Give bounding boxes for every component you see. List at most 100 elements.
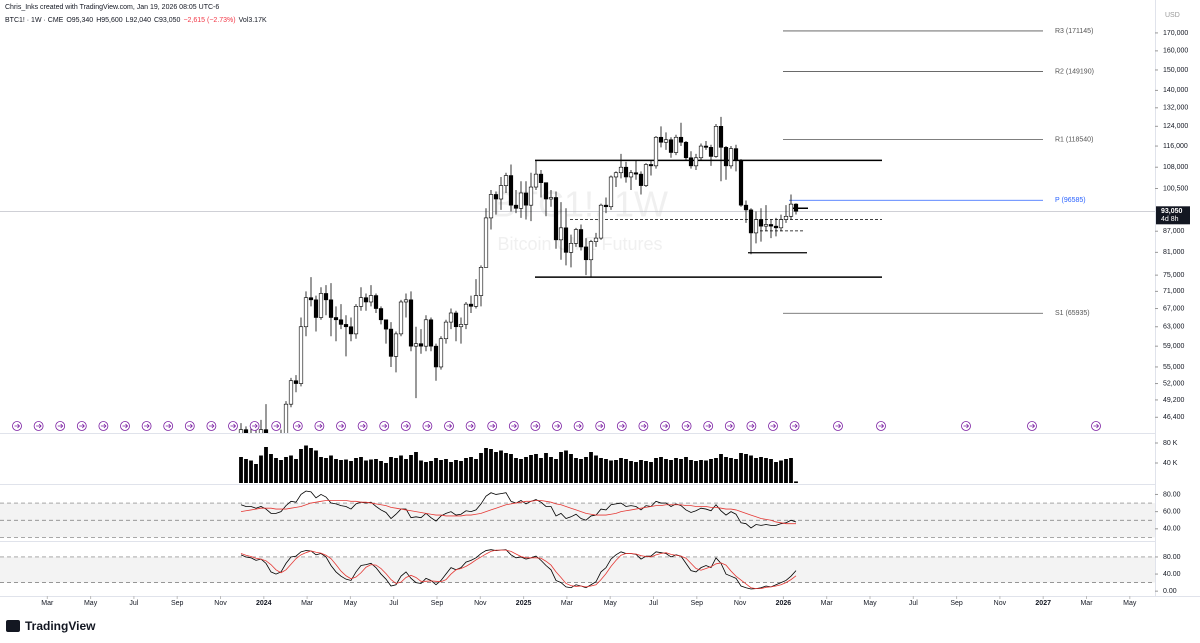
x-tick-label: Nov bbox=[994, 600, 1007, 607]
candle-body bbox=[698, 145, 704, 159]
volume-bar bbox=[749, 455, 753, 483]
x-tick-label: May bbox=[863, 600, 877, 607]
volume-bar bbox=[784, 459, 788, 483]
candle-body bbox=[463, 303, 469, 325]
y-tick-label: 55,000 bbox=[1163, 364, 1185, 371]
candle-body bbox=[543, 182, 549, 200]
candle-body bbox=[274, 443, 278, 447]
candle-body bbox=[663, 139, 669, 143]
event-icon-arrow bbox=[576, 423, 582, 429]
volume-bar bbox=[474, 459, 478, 483]
y-tick-label: 0.00 bbox=[1163, 588, 1177, 595]
candle-body bbox=[733, 148, 739, 161]
candle-body bbox=[269, 436, 273, 446]
event-icon-arrow bbox=[424, 423, 431, 429]
volume-bar bbox=[529, 455, 533, 483]
x-tick-label: May bbox=[84, 600, 98, 607]
volume-bar bbox=[419, 460, 423, 483]
volume-bar bbox=[534, 454, 538, 483]
candle-body bbox=[513, 204, 519, 209]
candle-body bbox=[393, 333, 399, 357]
x-tick-label: May bbox=[604, 600, 618, 607]
candle-body bbox=[753, 219, 759, 234]
candle-body bbox=[388, 328, 394, 357]
candle-body bbox=[688, 157, 694, 167]
candle-body bbox=[408, 299, 414, 347]
volume-bar bbox=[249, 460, 253, 483]
pivot-label: R3 (171145) bbox=[1055, 28, 1093, 35]
legend-item: BTC1! · 1W · CME bbox=[5, 17, 64, 24]
volume-bar bbox=[654, 458, 658, 483]
y-tick-label: 49,200 bbox=[1163, 397, 1185, 404]
y-tick-label: 124,000 bbox=[1163, 123, 1188, 130]
event-icon-arrow bbox=[360, 423, 366, 429]
x-tick-label: Mar bbox=[561, 600, 574, 607]
candle-body bbox=[518, 192, 524, 209]
credit: Chris_Inks created with TradingView.com,… bbox=[5, 4, 220, 11]
volume-bar bbox=[254, 464, 258, 483]
candle-body bbox=[758, 219, 764, 227]
volume-bar bbox=[334, 459, 338, 483]
volume-bar bbox=[244, 459, 248, 483]
volume-bar bbox=[284, 457, 288, 483]
candle-body bbox=[793, 203, 799, 212]
candle-body bbox=[498, 185, 504, 200]
volume-bar bbox=[589, 452, 593, 483]
candle-body bbox=[528, 186, 534, 206]
candle-body bbox=[433, 345, 439, 368]
volume-bar bbox=[344, 459, 348, 483]
candle-body bbox=[343, 324, 349, 328]
candle-body bbox=[703, 145, 709, 148]
volume-bar bbox=[404, 459, 408, 483]
candle-body bbox=[249, 434, 253, 436]
volume-bar bbox=[684, 457, 688, 483]
candle-body bbox=[648, 164, 654, 167]
candle-body bbox=[258, 429, 264, 433]
volume-bar bbox=[509, 454, 513, 483]
event-icon-arrow bbox=[489, 423, 496, 429]
event-icon-arrow bbox=[705, 423, 712, 429]
brand: TradingView bbox=[25, 619, 96, 633]
event-icon-arrow bbox=[963, 423, 970, 429]
volume-bar bbox=[724, 457, 728, 483]
x-tick-label: Jul bbox=[649, 600, 658, 607]
candle-body bbox=[443, 321, 449, 340]
y-tick-label: 81,000 bbox=[1163, 249, 1185, 256]
volume-bar bbox=[664, 459, 668, 483]
volume-bar bbox=[569, 454, 573, 483]
y-tick-label: 71,000 bbox=[1163, 288, 1185, 295]
volume-bar bbox=[459, 461, 463, 483]
candle-body bbox=[633, 172, 639, 175]
event-icon-arrow bbox=[403, 423, 409, 429]
countdown: 4d 8h bbox=[1161, 216, 1179, 223]
legend-item: H95,600 bbox=[96, 17, 123, 24]
event-icon-arrow bbox=[252, 423, 258, 429]
volume-bar bbox=[299, 449, 303, 483]
candle-body bbox=[478, 267, 484, 296]
candle-body bbox=[588, 241, 594, 261]
candle-body bbox=[383, 319, 389, 330]
volume-bar bbox=[544, 453, 548, 483]
candle-body bbox=[423, 319, 429, 347]
event-icon-arrow bbox=[273, 423, 280, 429]
volume-bar bbox=[389, 457, 393, 483]
event-icon-arrow bbox=[468, 423, 474, 429]
indicator-line bbox=[240, 500, 796, 525]
event-icon-arrow bbox=[100, 423, 107, 429]
candle-body bbox=[718, 126, 724, 148]
event-icon-arrow bbox=[122, 423, 129, 429]
volume-bar bbox=[464, 458, 468, 483]
candle-body bbox=[763, 224, 769, 227]
volume-bar bbox=[789, 458, 793, 483]
x-tick-label: Jul bbox=[129, 600, 138, 607]
y-tick-label: 170,000 bbox=[1163, 30, 1188, 37]
candle-body bbox=[618, 166, 624, 174]
volume-bar bbox=[479, 453, 483, 483]
y-tick-label: 59,000 bbox=[1163, 343, 1185, 350]
pivot-label: S1 (65935) bbox=[1055, 310, 1090, 317]
candle-body bbox=[288, 380, 294, 405]
event-icon-arrow bbox=[640, 423, 647, 429]
volume-bar bbox=[564, 450, 568, 483]
x-tick-label: Jul bbox=[389, 600, 398, 607]
